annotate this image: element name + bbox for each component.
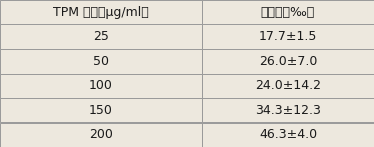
Bar	[0, 122, 202, 147]
Text: 50: 50	[93, 55, 109, 68]
Bar	[202, 74, 374, 98]
Text: 150: 150	[89, 104, 113, 117]
Text: 26.0±7.0: 26.0±7.0	[259, 55, 317, 68]
Text: 25: 25	[93, 30, 109, 43]
Text: 微核率（‰）: 微核率（‰）	[261, 6, 315, 19]
Text: 17.7±1.5: 17.7±1.5	[259, 30, 317, 43]
Bar	[202, 98, 374, 122]
Bar	[0, 0, 202, 25]
Bar	[202, 0, 374, 25]
Bar	[0, 49, 202, 74]
Bar	[0, 25, 202, 49]
Text: 100: 100	[89, 79, 113, 92]
Bar	[202, 25, 374, 49]
Text: 46.3±4.0: 46.3±4.0	[259, 128, 317, 141]
Bar	[202, 49, 374, 74]
Text: 24.0±14.2: 24.0±14.2	[255, 79, 321, 92]
Text: TPM 浓度（μg/ml）: TPM 浓度（μg/ml）	[53, 6, 149, 19]
Text: 34.3±12.3: 34.3±12.3	[255, 104, 321, 117]
Bar	[202, 122, 374, 147]
Bar	[0, 74, 202, 98]
Text: 200: 200	[89, 128, 113, 141]
Bar	[0, 98, 202, 122]
